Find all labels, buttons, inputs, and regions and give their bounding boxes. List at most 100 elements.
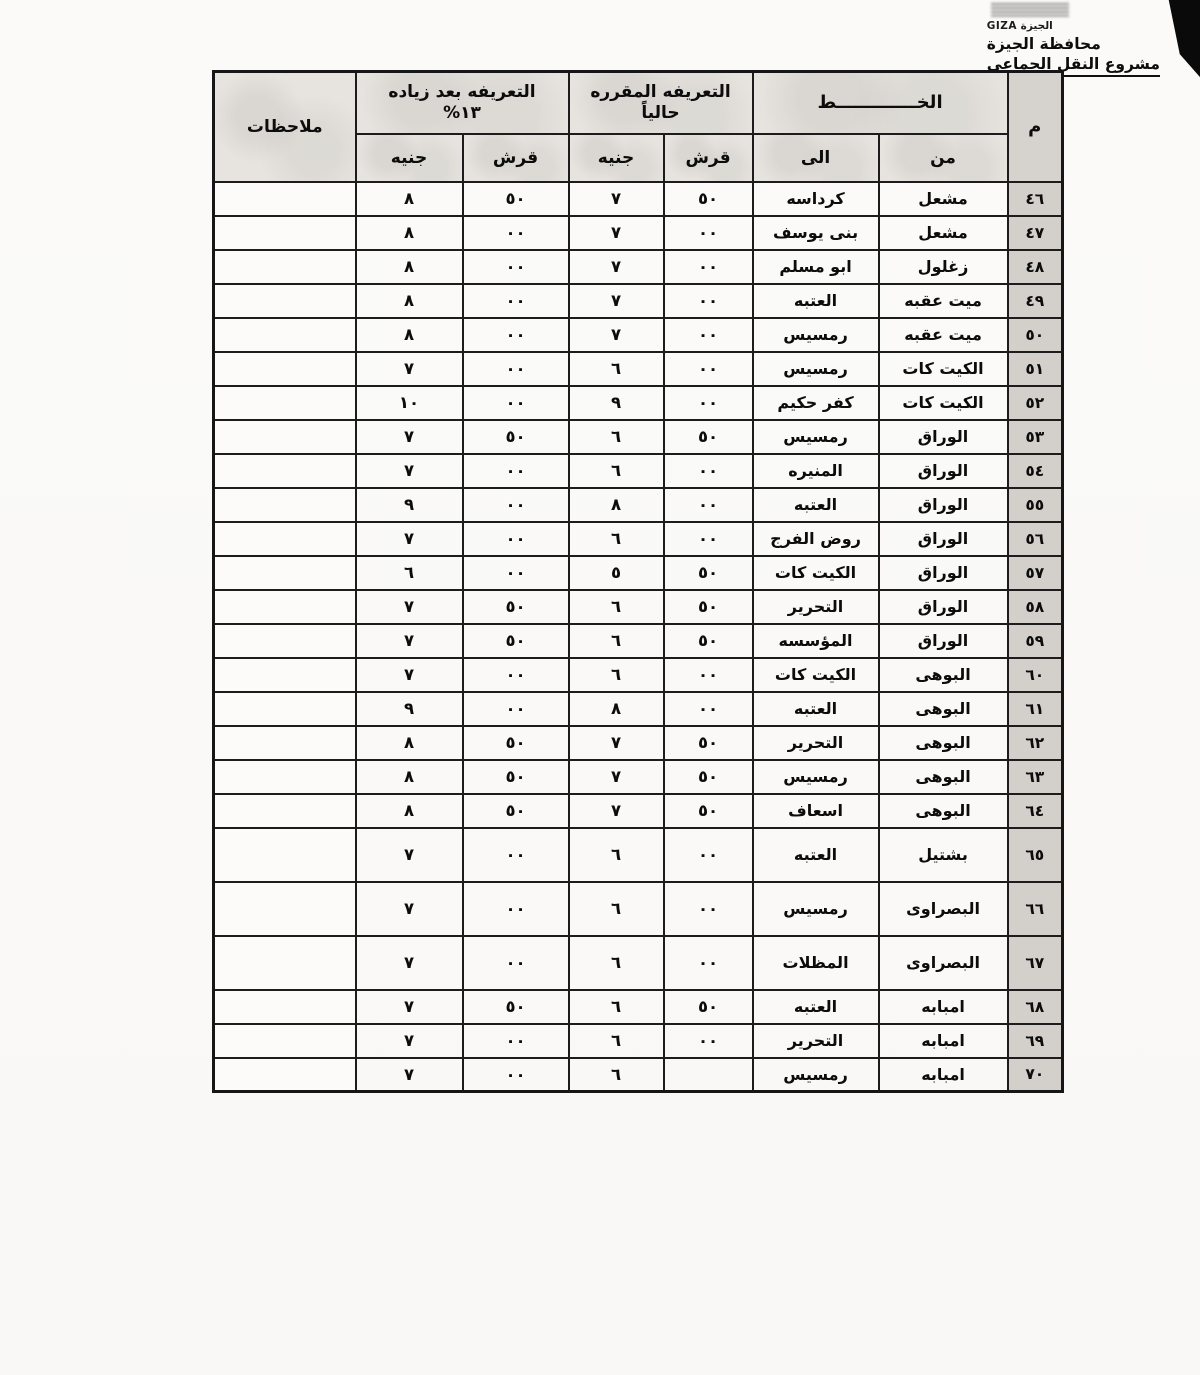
cell-current-girsh: ٠٠ bbox=[662, 214, 754, 251]
cell-increased-girsh: ٠٠ bbox=[461, 384, 570, 421]
cell-increased-girsh: ٠٠ bbox=[461, 282, 570, 319]
header-gineh-current: جنيه bbox=[567, 132, 665, 183]
table-row: ٦١ البوهى العتبه ٠٠ ٨ ٠٠ ٩ bbox=[212, 690, 1064, 727]
cell-increased-gineh: ٩ bbox=[354, 486, 464, 523]
cell-from-station: الوراق bbox=[877, 520, 1009, 557]
cell-increased-girsh: ٠٠ bbox=[461, 1056, 570, 1093]
cell-increased-girsh: ٠٠ bbox=[461, 248, 570, 285]
cell-from-station: ميت عقبه bbox=[877, 282, 1009, 319]
cell-line-number: ٥١ bbox=[1006, 350, 1064, 387]
table-row: ٥٣ الوراق رمسيس ٥٠ ٦ ٥٠ ٧ bbox=[212, 418, 1064, 455]
cell-notes bbox=[212, 588, 357, 625]
cell-notes bbox=[212, 988, 357, 1025]
cell-to-station: العتبه bbox=[751, 690, 880, 727]
cell-increased-girsh: ٠٠ bbox=[461, 826, 570, 883]
cell-from-station: الوراق bbox=[877, 418, 1009, 455]
cell-current-girsh: ٥٠ bbox=[662, 418, 754, 455]
cell-notes bbox=[212, 934, 357, 991]
cell-notes bbox=[212, 1022, 357, 1059]
cell-to-station: العتبه bbox=[751, 826, 880, 883]
cell-from-station: زغلول bbox=[877, 248, 1009, 285]
cell-line-number: ٧٠ bbox=[1006, 1056, 1064, 1093]
cell-to-station: التحرير bbox=[751, 1022, 880, 1059]
cell-line-number: ٦٢ bbox=[1006, 724, 1064, 761]
cell-to-station: كفر حكيم bbox=[751, 384, 880, 421]
table-row: ٥١ الكيت كات رمسيس ٠٠ ٦ ٠٠ ٧ bbox=[212, 350, 1064, 387]
cell-increased-girsh: ٠٠ bbox=[461, 880, 570, 937]
cell-increased-girsh: ٠٠ bbox=[461, 350, 570, 387]
table-row: ٦٥ بشتيل العتبه ٠٠ ٦ ٠٠ ٧ bbox=[212, 826, 1064, 883]
cell-to-station: رمسيس bbox=[751, 350, 880, 387]
cell-increased-gineh: ٨ bbox=[354, 248, 464, 285]
cell-increased-girsh: ٠٠ bbox=[461, 486, 570, 523]
cell-notes bbox=[212, 554, 357, 591]
cell-increased-gineh: ٦ bbox=[354, 554, 464, 591]
cell-line-number: ٤٦ bbox=[1006, 180, 1064, 217]
cell-line-number: ٥٠ bbox=[1006, 316, 1064, 353]
fare-table-header: م الخـــــــــــــط التعريفه المقرره حال… bbox=[212, 70, 1064, 183]
cell-increased-gineh: ٧ bbox=[354, 418, 464, 455]
cell-line-number: ٦٦ bbox=[1006, 880, 1064, 937]
table-row: ٥٩ الوراق المؤسسه ٥٠ ٦ ٥٠ ٧ bbox=[212, 622, 1064, 659]
cell-current-girsh: ٠٠ bbox=[662, 826, 754, 883]
cell-to-station: روض الفرج bbox=[751, 520, 880, 557]
cell-line-number: ٥٢ bbox=[1006, 384, 1064, 421]
cell-to-station: ابو مسلم bbox=[751, 248, 880, 285]
cell-increased-gineh: ٨ bbox=[354, 214, 464, 251]
cell-current-girsh: ٥٠ bbox=[662, 622, 754, 659]
cell-increased-gineh: ٧ bbox=[354, 452, 464, 489]
cell-to-station: الكيت كات bbox=[751, 554, 880, 591]
cell-notes bbox=[212, 690, 357, 727]
cell-notes bbox=[212, 880, 357, 937]
cell-line-number: ٤٧ bbox=[1006, 214, 1064, 251]
cell-from-station: الوراق bbox=[877, 588, 1009, 625]
cell-from-station: امبابه bbox=[877, 1056, 1009, 1093]
cell-increased-girsh: ٥٠ bbox=[461, 758, 570, 795]
cell-current-girsh: ٥٠ bbox=[662, 724, 754, 761]
cell-current-girsh: ٠٠ bbox=[662, 880, 754, 937]
table-row: ٦٩ امبابه التحرير ٠٠ ٦ ٠٠ ٧ bbox=[212, 1022, 1064, 1059]
table-row: ٥٢ الكيت كات كفر حكيم ٠٠ ٩ ٠٠ ١٠ bbox=[212, 384, 1064, 421]
header-increased-tariff-line2: ١٣% bbox=[443, 102, 481, 123]
cell-from-station: البصراوى bbox=[877, 880, 1009, 937]
cell-increased-gineh: ٨ bbox=[354, 724, 464, 761]
scan-corner-artifact bbox=[1168, 0, 1200, 78]
table-row: ٦٠ البوهى الكيت كات ٠٠ ٦ ٠٠ ٧ bbox=[212, 656, 1064, 693]
table-row: ٦٤ البوهى اسعاف ٥٠ ٧ ٥٠ ٨ bbox=[212, 792, 1064, 829]
cell-current-girsh: ٠٠ bbox=[662, 248, 754, 285]
cell-increased-gineh: ٧ bbox=[354, 520, 464, 557]
cell-current-girsh: ٥٠ bbox=[662, 988, 754, 1025]
cell-increased-girsh: ٥٠ bbox=[461, 180, 570, 217]
cell-current-gineh: ٦ bbox=[567, 934, 665, 991]
cell-notes bbox=[212, 622, 357, 659]
cell-line-number: ٦٩ bbox=[1006, 1022, 1064, 1059]
cell-line-number: ٤٩ bbox=[1006, 282, 1064, 319]
cell-increased-girsh: ٠٠ bbox=[461, 452, 570, 489]
table-row: ٧٠ امبابه رمسيس ٦ ٠٠ ٧ bbox=[212, 1056, 1064, 1093]
table-row: ٦٧ البصراوى المظلات ٠٠ ٦ ٠٠ ٧ bbox=[212, 934, 1064, 991]
cell-from-station: الوراق bbox=[877, 554, 1009, 591]
cell-current-gineh: ٧ bbox=[567, 214, 665, 251]
cell-current-gineh: ٦ bbox=[567, 826, 665, 883]
header-to: الى bbox=[751, 132, 880, 183]
cell-current-girsh: ٠٠ bbox=[662, 486, 754, 523]
cell-increased-gineh: ١٠ bbox=[354, 384, 464, 421]
cell-from-station: ميت عقبه bbox=[877, 316, 1009, 353]
cell-increased-gineh: ٧ bbox=[354, 1056, 464, 1093]
cell-current-girsh: ٥٠ bbox=[662, 554, 754, 591]
cell-notes bbox=[212, 452, 357, 489]
cell-increased-gineh: ٧ bbox=[354, 934, 464, 991]
cell-increased-girsh: ٥٠ bbox=[461, 418, 570, 455]
cell-to-station: الكيت كات bbox=[751, 656, 880, 693]
cell-notes bbox=[212, 724, 357, 761]
table-row: ٦٨ امبابه العتبه ٥٠ ٦ ٥٠ ٧ bbox=[212, 988, 1064, 1025]
cell-increased-girsh: ٠٠ bbox=[461, 214, 570, 251]
cell-line-number: ٦٣ bbox=[1006, 758, 1064, 795]
cell-to-station: المؤسسه bbox=[751, 622, 880, 659]
cell-increased-gineh: ٩ bbox=[354, 690, 464, 727]
cell-current-girsh: ٥٠ bbox=[662, 792, 754, 829]
cell-current-girsh: ٠٠ bbox=[662, 934, 754, 991]
cell-current-gineh: ٦ bbox=[567, 622, 665, 659]
header-increased-tariff-group: التعريفه بعد زياده ١٣% bbox=[354, 70, 570, 135]
